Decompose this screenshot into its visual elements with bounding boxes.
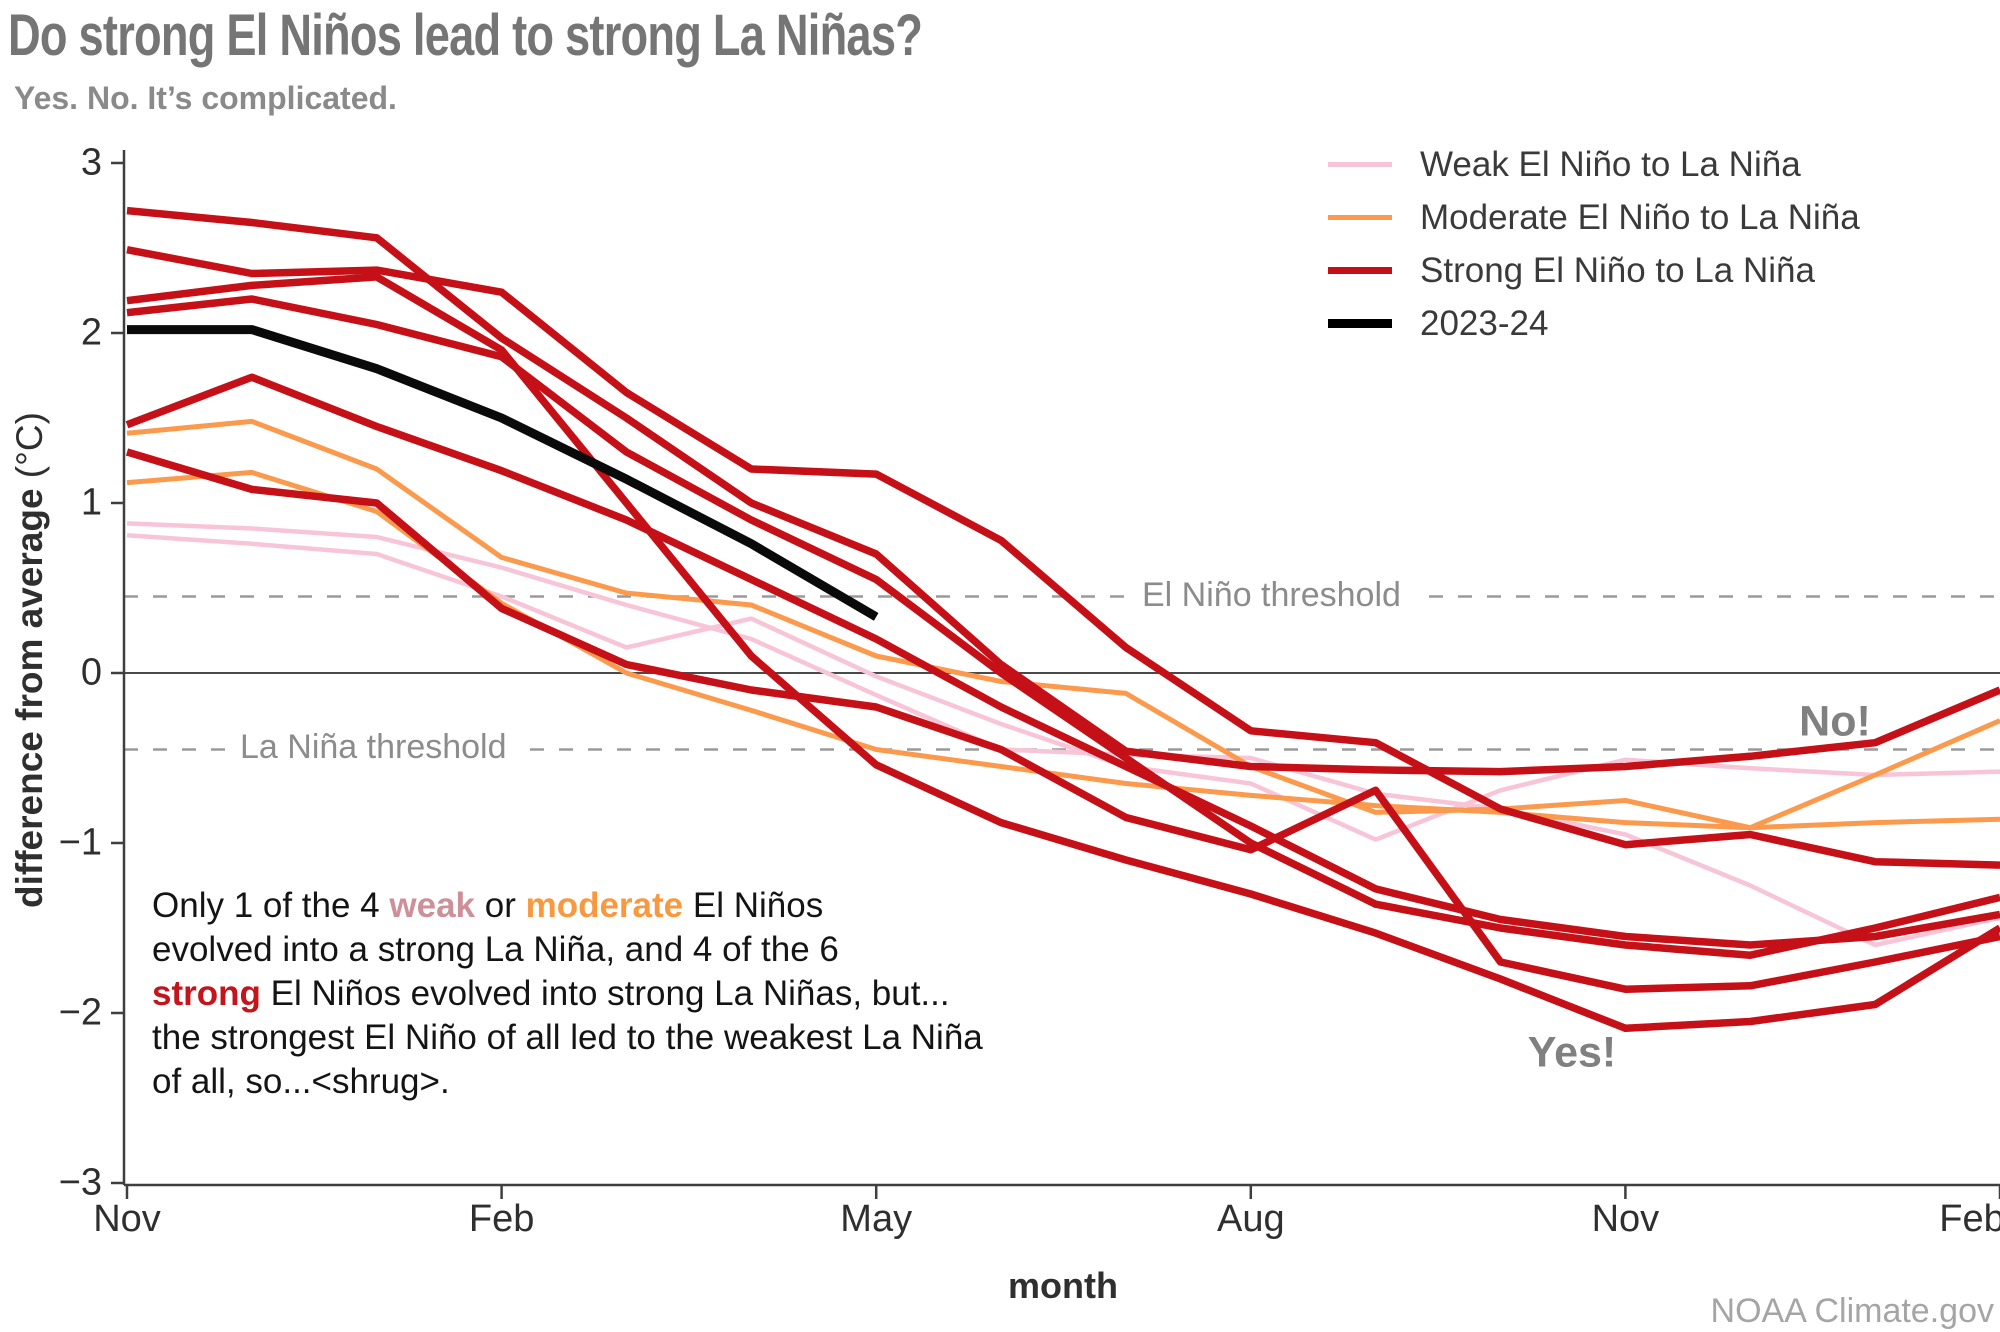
series-strong-3 xyxy=(126,273,2000,1033)
series-moderate-1 xyxy=(126,418,2000,831)
x-tick-label: Feb xyxy=(1939,1198,2000,1240)
paragraph-segment: El Niños evolved into a strong La Niña, … xyxy=(152,886,839,970)
legend-row-0: Weak El Niño to La Niña xyxy=(1328,138,1860,191)
legend-label: Weak El Niño to La Niña xyxy=(1420,144,1801,184)
legend-swatch-icon xyxy=(1328,319,1392,328)
series-2023-24 xyxy=(127,325,879,621)
el-nino-threshold-label: El Niño threshold xyxy=(1128,575,1415,615)
yes-annotation: Yes! xyxy=(1527,1028,1617,1077)
x-tick-label: May xyxy=(840,1198,913,1240)
y-tick-label: −3 xyxy=(58,1161,102,1204)
paragraph-segment: strong xyxy=(152,974,261,1014)
series-strong-6 xyxy=(125,448,2000,993)
y-tick-label: −2 xyxy=(58,991,102,1034)
page-subtitle: Yes. No. It’s complicated. xyxy=(14,80,397,116)
no-annotation: No! xyxy=(1799,697,1871,746)
legend-row-1: Moderate El Niño to La Niña xyxy=(1328,191,1860,244)
y-tick-label: 2 xyxy=(80,311,102,354)
series-strong-5 xyxy=(125,373,2000,949)
credit-noaa-climate-gov: NOAA Climate.gov xyxy=(1710,1292,1994,1330)
page-title: Do strong El Niños lead to strong La Niñ… xyxy=(8,3,923,68)
x-tick-label: Aug xyxy=(1216,1198,1285,1240)
x-tick-label: Nov xyxy=(93,1198,161,1240)
legend-swatch-icon xyxy=(1328,215,1392,220)
x-axis-title: month xyxy=(1008,1265,1118,1306)
annotation-paragraph: Only 1 of the 4 weak or moderate El Niño… xyxy=(152,884,1052,1104)
series-strong-4 xyxy=(126,295,2000,959)
legend-label: 2023-24 xyxy=(1420,303,1549,343)
legend-label: Strong El Niño to La Niña xyxy=(1420,250,1815,290)
la-nina-threshold-label: La Niña threshold xyxy=(226,727,521,767)
y-tick-label: 1 xyxy=(80,481,102,524)
y-tick-label: −1 xyxy=(58,821,102,864)
y-axis-title-unit: (°C) xyxy=(9,412,50,489)
legend-row-2: Strong El Niño to La Niña xyxy=(1328,244,1860,297)
legend-row-3: 2023-24 xyxy=(1328,297,1860,350)
paragraph-segment: El Niños evolved into strong La Niñas, b… xyxy=(152,974,983,1102)
y-tick-label: 0 xyxy=(80,651,102,694)
paragraph-segment: Only 1 of the 4 xyxy=(152,886,390,925)
legend-swatch-icon xyxy=(1328,162,1392,167)
legend: Weak El Niño to La Niña Moderate El Niño … xyxy=(1328,138,1860,350)
y-tick-label: 3 xyxy=(80,141,102,184)
series-strong-1 xyxy=(126,206,2000,776)
x-tick-label: Nov xyxy=(1591,1198,1660,1240)
paragraph-segment: weak xyxy=(389,886,475,925)
legend-swatch-icon xyxy=(1328,267,1392,274)
x-tick-label: Feb xyxy=(468,1198,535,1240)
paragraph-segment: moderate xyxy=(525,886,684,925)
series-strong-2 xyxy=(126,246,2000,869)
paragraph-segment: or xyxy=(475,886,526,925)
legend-label: Moderate El Niño to La Niña xyxy=(1420,197,1860,237)
